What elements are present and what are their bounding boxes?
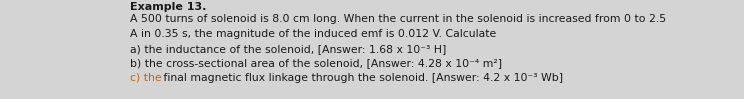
- Text: A 500 turns of solenoid is 8.0 cm long. When the current in the solenoid is incr: A 500 turns of solenoid is 8.0 cm long. …: [130, 14, 666, 24]
- Text: A in 0.35 s, the magnitude of the induced emf is 0.012 V. Calculate: A in 0.35 s, the magnitude of the induce…: [130, 29, 496, 39]
- Text: a) the inductance of the solenoid, [Answer: 1.68 x 10⁻³ H]: a) the inductance of the solenoid, [Answ…: [130, 44, 446, 54]
- Text: c) the: c) the: [130, 73, 161, 83]
- Text: final magnetic flux linkage through the solenoid. [Answer: 4.2 x 10⁻³ Wb]: final magnetic flux linkage through the …: [160, 73, 563, 83]
- Text: b) the cross-sectional area of the solenoid, [Answer: 4.28 x 10⁻⁴ m²]: b) the cross-sectional area of the solen…: [130, 58, 502, 68]
- Text: Example 13.: Example 13.: [130, 2, 206, 12]
